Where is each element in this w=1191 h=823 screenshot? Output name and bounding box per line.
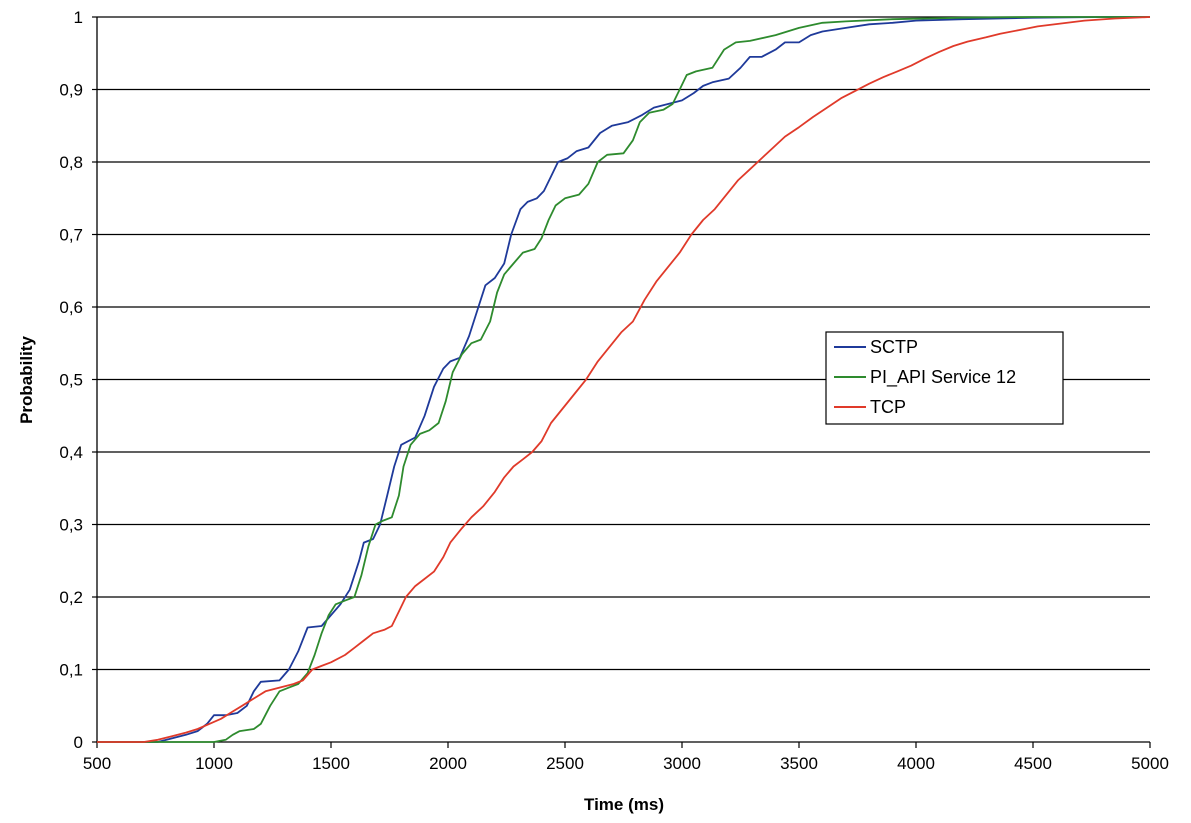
y-tick-label: 0,5: [59, 371, 83, 390]
x-axis-title: Time (ms): [584, 795, 664, 814]
x-tick-label: 4500: [1014, 754, 1052, 773]
axes: [92, 16, 1151, 748]
x-tick-label: 5000: [1131, 754, 1169, 773]
y-tick-label: 0,2: [59, 588, 83, 607]
y-tick-label: 0,9: [59, 81, 83, 100]
y-tick-label: 0,7: [59, 226, 83, 245]
x-tick-label: 2500: [546, 754, 584, 773]
x-tick-label: 1000: [195, 754, 233, 773]
x-tick-label: 3500: [780, 754, 818, 773]
x-tick-label: 4000: [897, 754, 935, 773]
x-tick-label: 500: [83, 754, 111, 773]
y-tick-label: 0: [74, 733, 83, 752]
series-line-tcp: [97, 16, 1151, 743]
series-line-pi-api-service-12: [97, 16, 1150, 743]
legend-label-tcp: TCP: [870, 397, 906, 417]
y-tick-label: 0,3: [59, 516, 83, 535]
y-tick-label: 0,6: [59, 298, 83, 317]
x-tick-label: 2000: [429, 754, 467, 773]
series-lines: [97, 16, 1151, 743]
y-tick-label: 0,4: [59, 443, 83, 462]
y-tick-label: 0,1: [59, 661, 83, 680]
legend: SCTP PI_API Service 12 TCP: [825, 331, 1064, 425]
y-tick-label: 1: [74, 8, 83, 27]
legend-label-pi-api: PI_API Service 12: [870, 367, 1016, 388]
x-tick-label: 1500: [312, 754, 350, 773]
x-tick-label: 3000: [663, 754, 701, 773]
y-axis-title: Probability: [17, 336, 36, 424]
legend-label-sctp: SCTP: [870, 337, 918, 357]
series-line-sctp: [97, 16, 1150, 743]
y-tick-label: 0,8: [59, 153, 83, 172]
